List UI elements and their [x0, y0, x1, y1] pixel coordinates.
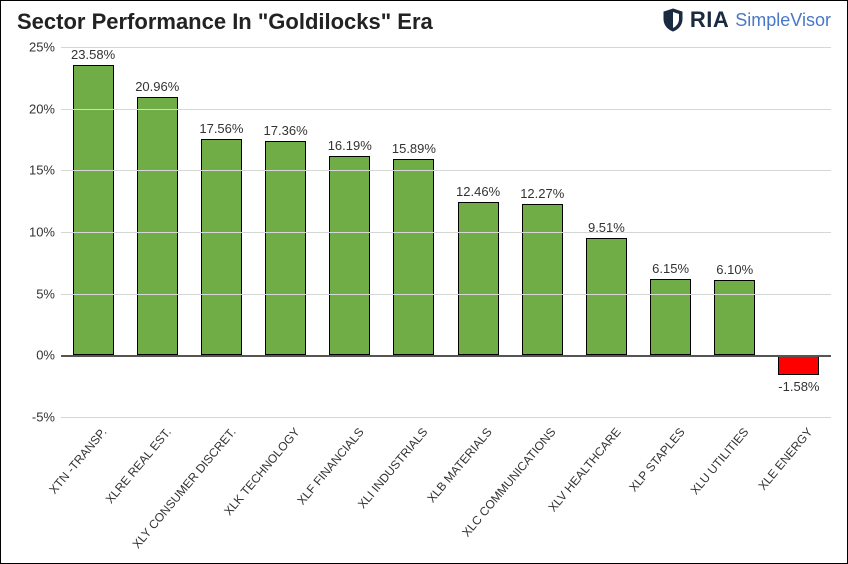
x-tick-label: XLRE REAL EST.: [103, 425, 174, 506]
x-tick-label: XLI INDUSTRIALS: [355, 425, 430, 511]
bar-value-label: -1.58%: [735, 379, 848, 394]
y-tick-label: 15%: [29, 163, 61, 178]
shield-icon: [662, 8, 684, 32]
x-axis-labels: XTN -TRANSP.XLRE REAL EST.XLY CONSUMER D…: [61, 419, 831, 559]
gridline: [61, 417, 831, 418]
chart-title: Sector Performance In "Goldilocks" Era: [17, 9, 433, 35]
y-tick-label: 5%: [36, 286, 61, 301]
gridline: [61, 170, 831, 171]
y-tick-label: 20%: [29, 101, 61, 116]
gridline: [61, 47, 831, 48]
x-tick-label: XLB MATERIALS: [424, 425, 495, 505]
brand-simplevisor-text: SimpleVisor: [735, 10, 831, 31]
x-tick-label: XTN -TRANSP.: [47, 425, 110, 497]
y-tick-label: 25%: [29, 40, 61, 55]
brand-ria-text: RIA: [690, 7, 729, 33]
bar: [650, 279, 691, 355]
chart-frame: { "title": "Sector Performance In \"Gold…: [0, 0, 848, 564]
y-tick-label: 10%: [29, 225, 61, 240]
y-tick-label: 0%: [36, 348, 61, 363]
bar: [778, 355, 819, 374]
x-tick-label: XLP STAPLES: [626, 425, 687, 494]
y-tick-label: -5%: [32, 410, 61, 425]
bar: [329, 156, 370, 356]
gridline: [61, 294, 831, 295]
gridline: [61, 109, 831, 110]
x-tick-label: XLV HEALTHCARE: [545, 425, 623, 514]
zero-line: [61, 355, 831, 357]
x-tick-label: XLF FINANCIALS: [294, 425, 366, 508]
x-tick-label: XLE ENERGY: [756, 425, 816, 493]
bar: [586, 238, 627, 355]
bar: [714, 280, 755, 355]
plot-area: 23.58%20.96%17.56%17.36%16.19%15.89%12.4…: [61, 47, 831, 417]
x-tick-label: XLY CONSUMER DISCRET.: [129, 425, 238, 551]
bar: [458, 202, 499, 356]
bar: [265, 141, 306, 355]
gridline: [61, 232, 831, 233]
brand-logo: RIA SimpleVisor: [662, 7, 831, 33]
x-tick-label: XLU UTILITIES: [688, 425, 752, 497]
